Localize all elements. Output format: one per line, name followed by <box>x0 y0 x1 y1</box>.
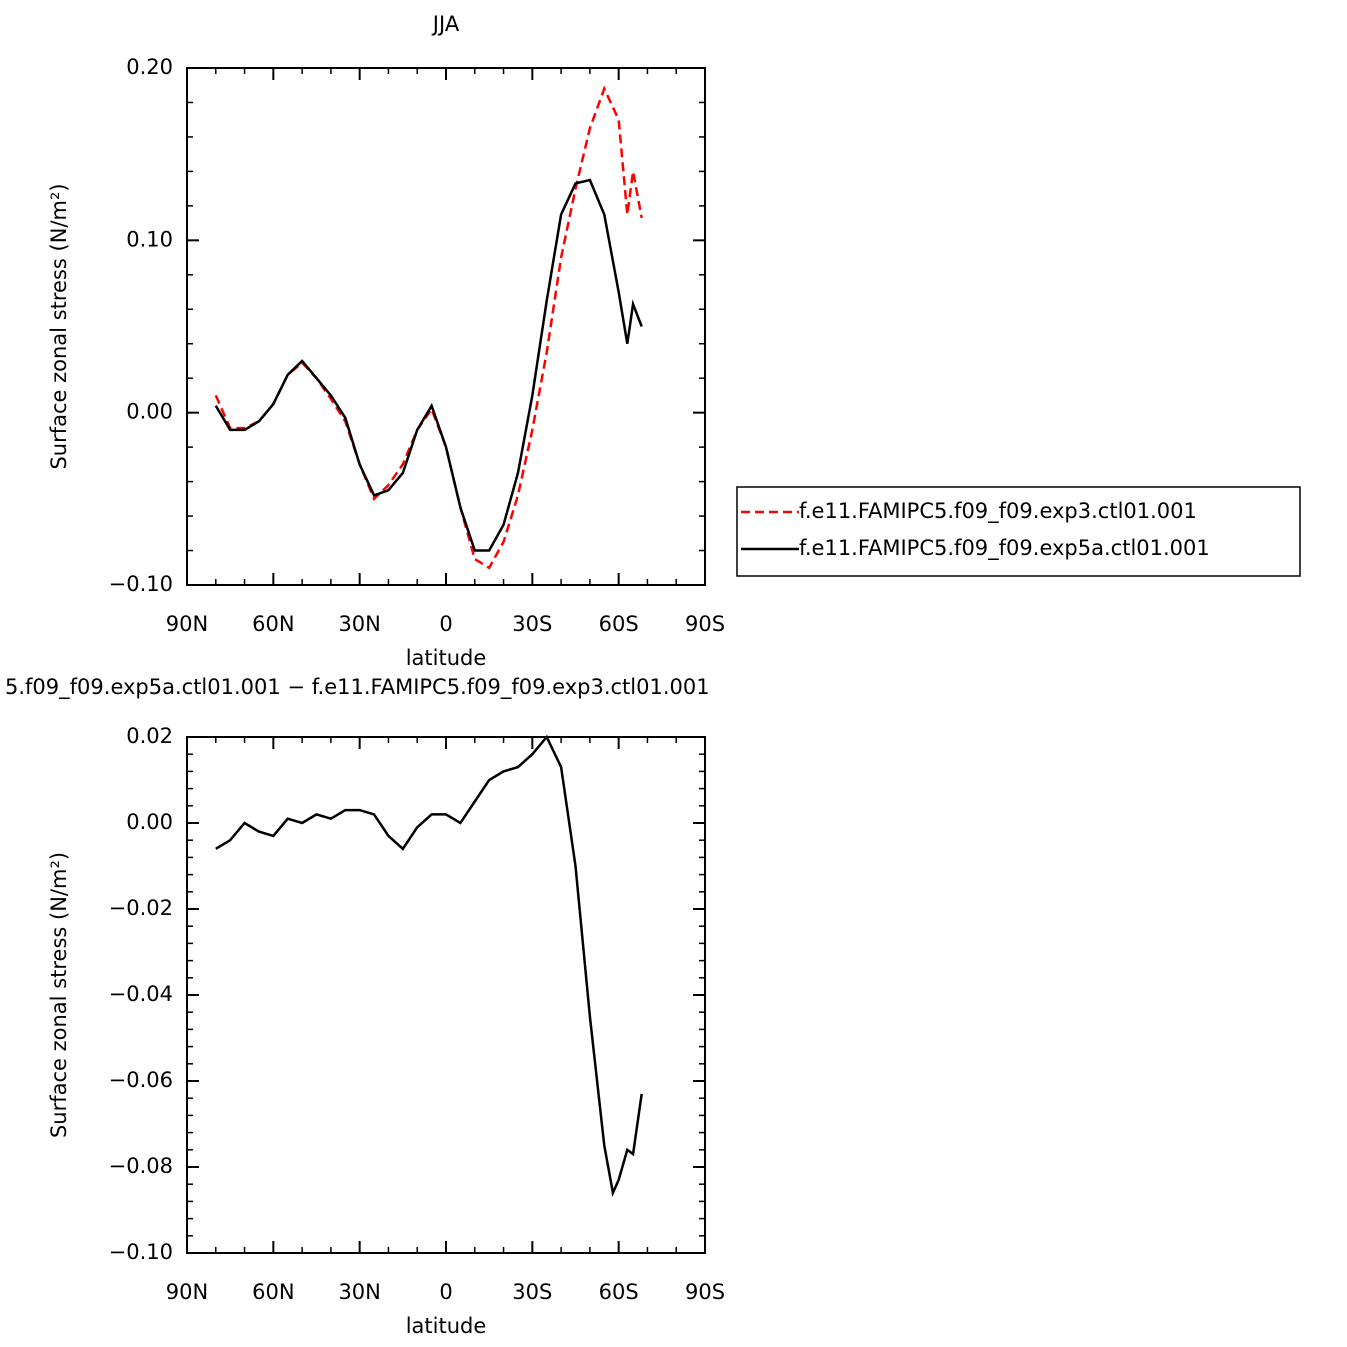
y-tick-label: 0.00 <box>126 400 173 424</box>
x-tick-label: 60N <box>252 612 294 636</box>
x-tick-label: 90S <box>685 612 725 636</box>
x-tick-label: 0 <box>439 1280 452 1304</box>
legend-box <box>736 486 1301 577</box>
x-axis-label: latitude <box>406 646 487 670</box>
series-line <box>214 85 643 570</box>
x-tick-label: 30N <box>338 612 380 636</box>
legend-label: f.e11.FAMIPC5.f09_f09.exp5a.ctl01.001 <box>799 536 1210 561</box>
y-axis-label: Surface zonal stress (N/m²) <box>47 852 71 1138</box>
y-tick-label: −0.06 <box>109 1068 173 1092</box>
y-axis-label: Surface zonal stress (N/m²) <box>47 183 71 469</box>
chart-title: JJA <box>431 12 460 36</box>
y-tick-label: 0.20 <box>126 55 173 79</box>
y-tick-label: 0.10 <box>126 227 173 251</box>
y-tick-label: −0.04 <box>109 982 173 1006</box>
x-tick-label: 60S <box>599 612 639 636</box>
x-axis-label: latitude <box>406 1314 487 1338</box>
series-line <box>215 734 643 1197</box>
x-tick-label: 60S <box>599 1280 639 1304</box>
y-tick-label: 0.00 <box>126 810 173 834</box>
x-tick-label: 0 <box>439 612 452 636</box>
series-line <box>214 178 643 552</box>
y-tick-label: 0.02 <box>126 724 173 748</box>
y-tick-label: −0.08 <box>109 1154 173 1178</box>
plot-frame <box>186 67 706 586</box>
x-tick-label: 60N <box>252 1280 294 1304</box>
y-tick-label: −0.10 <box>109 572 173 596</box>
x-tick-label: 30N <box>338 1280 380 1304</box>
chart-title: 5.f09_f09.exp5a.ctl01.001 − f.e11.FAMIPC… <box>5 675 710 700</box>
legend-label: f.e11.FAMIPC5.f09_f09.exp3.ctl01.001 <box>799 499 1197 524</box>
y-tick-label: −0.10 <box>109 1240 173 1264</box>
y-tick-label: −0.02 <box>109 896 173 920</box>
x-tick-label: 30S <box>512 612 552 636</box>
x-tick-label: 90S <box>685 1280 725 1304</box>
x-tick-label: 90N <box>166 612 208 636</box>
x-tick-label: 30S <box>512 1280 552 1304</box>
x-tick-label: 90N <box>166 1280 208 1304</box>
